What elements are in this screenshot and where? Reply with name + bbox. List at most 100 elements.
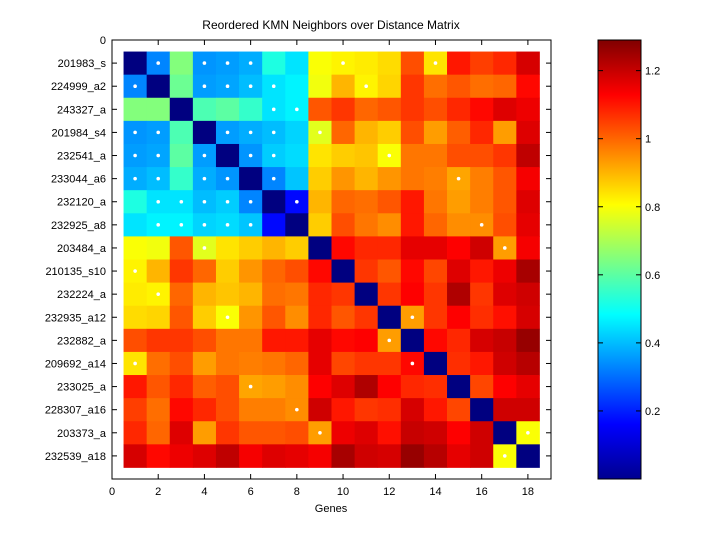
neighbor-marker bbox=[502, 246, 507, 250]
heatmap-cell bbox=[423, 236, 448, 260]
heatmap-cell bbox=[470, 421, 494, 445]
heatmap-cell bbox=[169, 97, 194, 122]
heatmap-cell bbox=[470, 74, 494, 99]
heatmap-cell bbox=[423, 444, 448, 468]
x-tick-label: 2 bbox=[155, 486, 161, 498]
heatmap-cell bbox=[123, 444, 148, 468]
heatmap-cell bbox=[354, 305, 379, 330]
heatmap-cell bbox=[169, 143, 194, 168]
heatmap-cell bbox=[493, 328, 517, 353]
colorbar bbox=[597, 39, 642, 480]
heatmap-cell bbox=[123, 282, 148, 307]
heatmap-cell bbox=[377, 51, 402, 76]
heatmap-cell bbox=[285, 328, 309, 353]
heatmap-cell bbox=[146, 305, 171, 330]
neighbor-marker bbox=[179, 199, 184, 204]
heatmap-cell bbox=[377, 398, 402, 422]
heatmap-cell bbox=[123, 375, 148, 399]
neighbor-marker bbox=[133, 153, 137, 158]
heatmap-cell bbox=[169, 351, 194, 376]
heatmap-cell bbox=[493, 351, 517, 376]
heatmap-cell bbox=[192, 375, 217, 399]
heatmap-cell bbox=[169, 167, 194, 191]
heatmap-cell bbox=[285, 305, 309, 330]
heatmap-cell bbox=[354, 421, 379, 445]
heatmap-cell bbox=[262, 305, 286, 330]
chart-title: Reordered KMN Neighbors over Distance Ma… bbox=[202, 18, 459, 32]
heatmap-cell bbox=[423, 213, 448, 237]
heatmap-cell bbox=[285, 259, 309, 284]
heatmap-cell bbox=[285, 213, 309, 237]
heatmap-cell bbox=[516, 74, 540, 99]
heatmap-cell bbox=[447, 143, 471, 168]
heatmap-cell bbox=[400, 421, 425, 445]
neighbor-marker bbox=[225, 84, 230, 89]
heatmap-cell bbox=[377, 282, 402, 307]
neighbor-marker bbox=[271, 84, 276, 89]
heatmap-cell bbox=[123, 236, 148, 260]
heatmap-cell bbox=[516, 351, 540, 376]
heatmap-cell bbox=[146, 74, 171, 99]
row-label: 228307_a16 bbox=[45, 405, 106, 417]
heatmap-cell bbox=[400, 120, 425, 145]
heatmap-cell bbox=[169, 398, 194, 422]
heatmap-cell bbox=[447, 190, 471, 214]
heatmap-cell bbox=[516, 259, 540, 284]
heatmap-cell bbox=[192, 351, 217, 376]
neighbor-marker bbox=[156, 223, 161, 227]
heatmap-cell bbox=[516, 444, 540, 468]
x-tick-label: 12 bbox=[383, 486, 395, 498]
heatmap-cell bbox=[169, 282, 194, 307]
heatmap-cell bbox=[516, 213, 540, 237]
heatmap-cell bbox=[447, 444, 471, 468]
heatmap-cell bbox=[447, 51, 471, 76]
neighbor-marker bbox=[387, 338, 392, 343]
row-label: 209692_a14 bbox=[45, 358, 106, 370]
heatmap-cell bbox=[285, 167, 309, 191]
neighbor-marker bbox=[225, 130, 230, 135]
x-tick-label: 4 bbox=[201, 486, 207, 498]
colorbar-tick-label: 0.2 bbox=[645, 406, 660, 418]
heatmap-cell bbox=[169, 236, 194, 260]
heatmap-cell bbox=[354, 51, 379, 76]
neighbor-markers bbox=[133, 61, 530, 458]
heatmap-cell bbox=[308, 97, 332, 122]
heatmap-cell bbox=[331, 444, 356, 468]
heatmap-cell bbox=[308, 167, 332, 191]
heatmap-cell bbox=[239, 259, 263, 284]
neighbor-marker bbox=[248, 153, 253, 158]
colorbar-tick-label: 0.8 bbox=[645, 202, 660, 214]
heatmap-cell bbox=[447, 259, 471, 284]
heatmap-cell bbox=[516, 236, 540, 260]
neighbor-marker bbox=[202, 176, 207, 181]
x-tick-label: 16 bbox=[476, 486, 488, 498]
heatmap-cell bbox=[400, 143, 425, 168]
heatmap-cell bbox=[285, 236, 309, 260]
heatmap-cell bbox=[423, 305, 448, 330]
colorbar-tick-label: 1.2 bbox=[645, 66, 660, 78]
heatmap-cell bbox=[169, 74, 194, 99]
heatmap-cell bbox=[239, 351, 263, 376]
heatmap-cell bbox=[215, 282, 240, 307]
heatmap-cell bbox=[400, 375, 425, 399]
heatmap-cell bbox=[493, 190, 517, 214]
neighbor-marker bbox=[271, 107, 276, 112]
row-label: 232120_a bbox=[57, 197, 107, 209]
neighbor-marker bbox=[248, 384, 253, 389]
heatmap-cell bbox=[146, 375, 171, 399]
heatmap-cell bbox=[493, 259, 517, 284]
heatmap-cell bbox=[470, 305, 494, 330]
neighbor-marker bbox=[225, 199, 230, 204]
heatmap-cell bbox=[470, 444, 494, 468]
heatmap-cell bbox=[331, 190, 356, 214]
heatmap-cell bbox=[331, 351, 356, 376]
heatmap-cell bbox=[146, 421, 171, 445]
heatmap-cell bbox=[447, 213, 471, 237]
heatmap-cell bbox=[354, 282, 379, 307]
heatmap-cell bbox=[285, 120, 309, 145]
heatmap-cell bbox=[262, 236, 286, 260]
heatmap-cell bbox=[169, 375, 194, 399]
neighbor-marker bbox=[202, 84, 207, 89]
row-label: 210135_s10 bbox=[45, 266, 106, 278]
